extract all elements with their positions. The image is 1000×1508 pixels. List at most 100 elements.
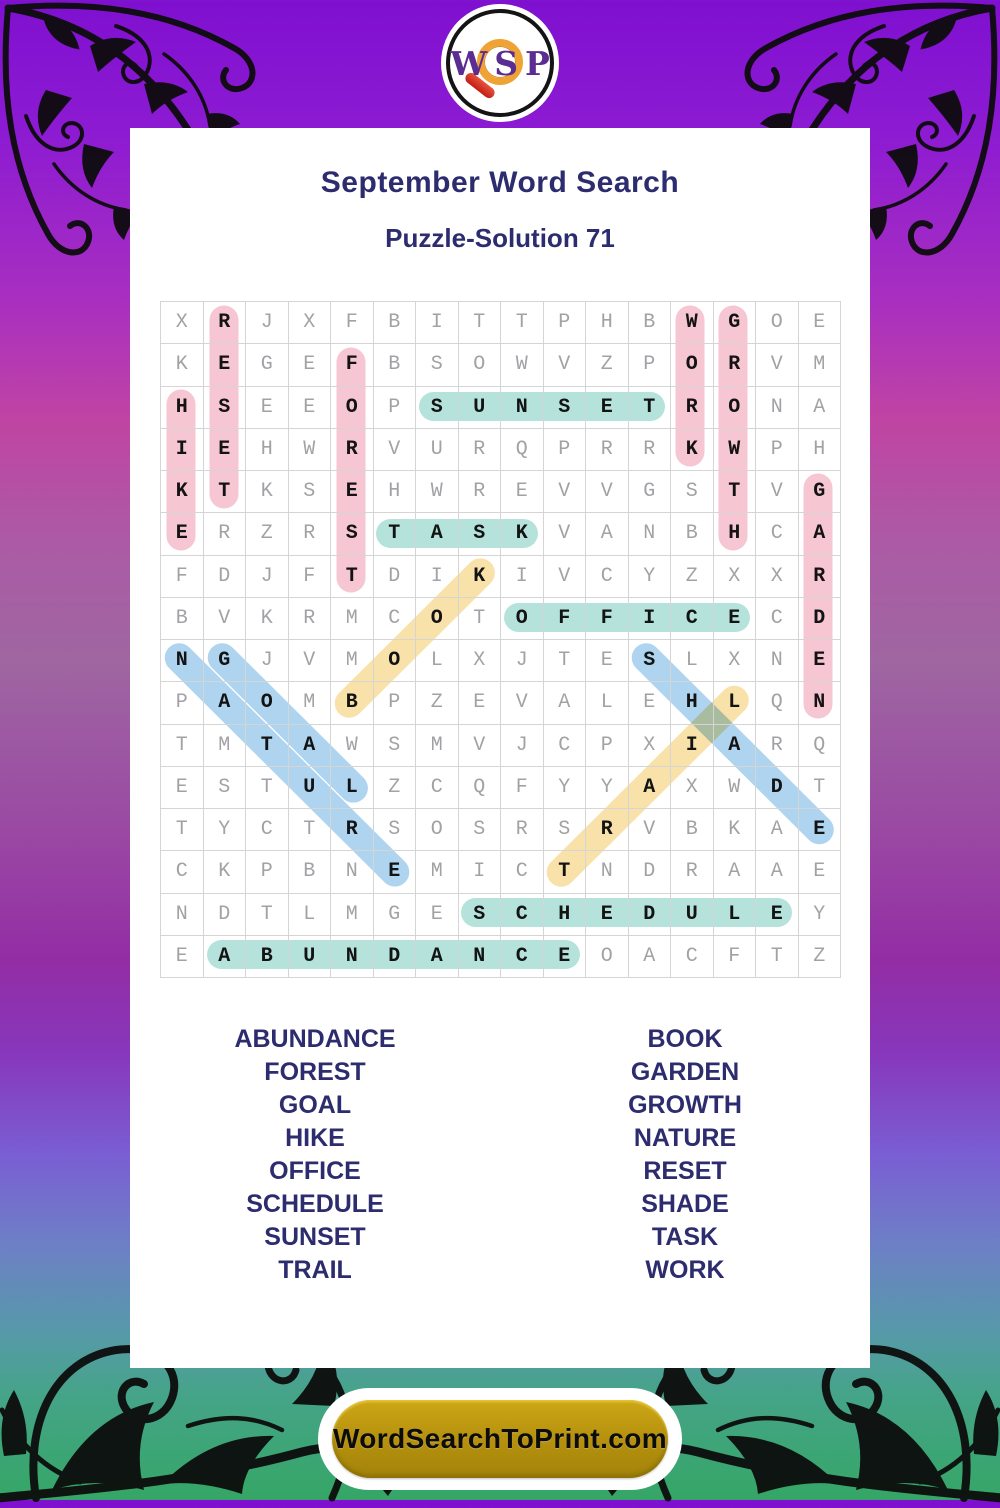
grid-cell: O [331,386,374,429]
grid-cell: C [671,935,714,978]
grid-cell: U [288,935,331,978]
grid-cell: P [543,302,586,345]
grid-cell: I [161,428,204,471]
grid-cell: E [246,386,289,429]
grid-cell: V [586,471,629,514]
grid-cell: P [543,428,586,471]
word-list-item: WORK [645,1256,725,1284]
word-list-item: SHADE [641,1190,729,1218]
grid-cell: N [628,513,671,556]
grid-cell: A [756,851,799,894]
grid-cell: H [798,428,841,471]
grid-cell: S [288,471,331,514]
word-list-item: TASK [651,1223,719,1251]
grid-cell: L [416,640,459,683]
grid-cell: C [161,851,204,894]
grid-cell: Q [756,682,799,725]
grid-cell: O [416,597,459,640]
grid-cell: E [458,682,501,725]
grid-cell: N [161,640,204,683]
grid-cell: H [373,471,416,514]
grid-cell: A [288,724,331,767]
grid-cell: C [671,597,714,640]
grid-cell: J [501,640,544,683]
grid-cell: J [501,724,544,767]
grid-cell: G [203,640,246,683]
grid-cell: A [586,513,629,556]
grid-cell: B [331,682,374,725]
grid-cell: T [203,471,246,514]
grid-cell: R [331,428,374,471]
grid-cell: R [501,809,544,852]
wordsearchtoprint-button[interactable]: WordSearchToPrint.com [332,1400,668,1478]
grid-cell: E [373,851,416,894]
grid-cell: H [161,386,204,429]
grid-cell: R [798,555,841,598]
grid-cell: R [458,471,501,514]
grid-cell: S [458,513,501,556]
page-subtitle: Puzzle-Solution 71 [385,223,615,253]
grid-cell: J [246,640,289,683]
grid-cell: O [586,935,629,978]
grid-cell: U [288,766,331,809]
grid-cell: A [543,682,586,725]
page-title: September Word Search [320,166,680,199]
grid-cell: A [628,766,671,809]
grid-cell: A [416,935,459,978]
grid-cell: F [331,344,374,387]
grid-cell: E [798,302,841,345]
word-highlight-abundance [206,940,581,970]
grid-cell: F [586,597,629,640]
word-list-item: FOREST [264,1058,366,1086]
grid-cell: T [161,809,204,852]
grid-cell: S [458,809,501,852]
grid-cell: Q [501,428,544,471]
grid-cell: T [246,766,289,809]
grid-cell: R [713,344,756,387]
grid-cell: T [798,766,841,809]
grid-cell: T [288,809,331,852]
grid-cell: F [501,766,544,809]
word-list-item: SCHEDULE [246,1190,384,1218]
grid-cell: A [628,935,671,978]
grid-cell: S [671,471,714,514]
grid-cell: T [161,724,204,767]
grid-cell: U [458,386,501,429]
grid-cell: I [628,597,671,640]
grid-cell: P [586,724,629,767]
grid-cell: E [628,682,671,725]
grid-cell: K [203,851,246,894]
grid-cell: F [543,597,586,640]
grid-cell: X [671,766,714,809]
grid-cell: R [628,428,671,471]
logo-letter-p: P [525,43,550,83]
word-list-item: RESET [643,1157,727,1185]
grid-cell: A [713,851,756,894]
grid-cell: R [288,597,331,640]
grid-cell: A [713,724,756,767]
grid-cell: R [331,809,374,852]
grid-cell: Y [628,555,671,598]
grid-cell: C [501,893,544,936]
grid-cell: L [586,682,629,725]
grid-cell: N [331,935,374,978]
word-highlight-schedule [461,898,793,928]
grid-cell: X [713,555,756,598]
grid-cell: O [671,344,714,387]
word-list-item: GARDEN [630,1058,740,1086]
grid-cell: T [543,640,586,683]
grid-cell: V [288,640,331,683]
grid-cell: Y [586,766,629,809]
grid-cell: V [543,471,586,514]
grid-cell: O [458,344,501,387]
grid-cell: V [628,809,671,852]
grid-cell: Z [798,935,841,978]
grid-cell: E [586,640,629,683]
grid-cell: S [543,809,586,852]
grid-cell: E [416,893,459,936]
word-list: ABUNDANCE FOREST GOAL HIKE OFFICE SCHEDULE SUN… [130,1023,870,1287]
grid-cell: O [501,597,544,640]
grid-cell: R [458,428,501,471]
grid-cell: T [246,724,289,767]
grid-cell: K [161,344,204,387]
